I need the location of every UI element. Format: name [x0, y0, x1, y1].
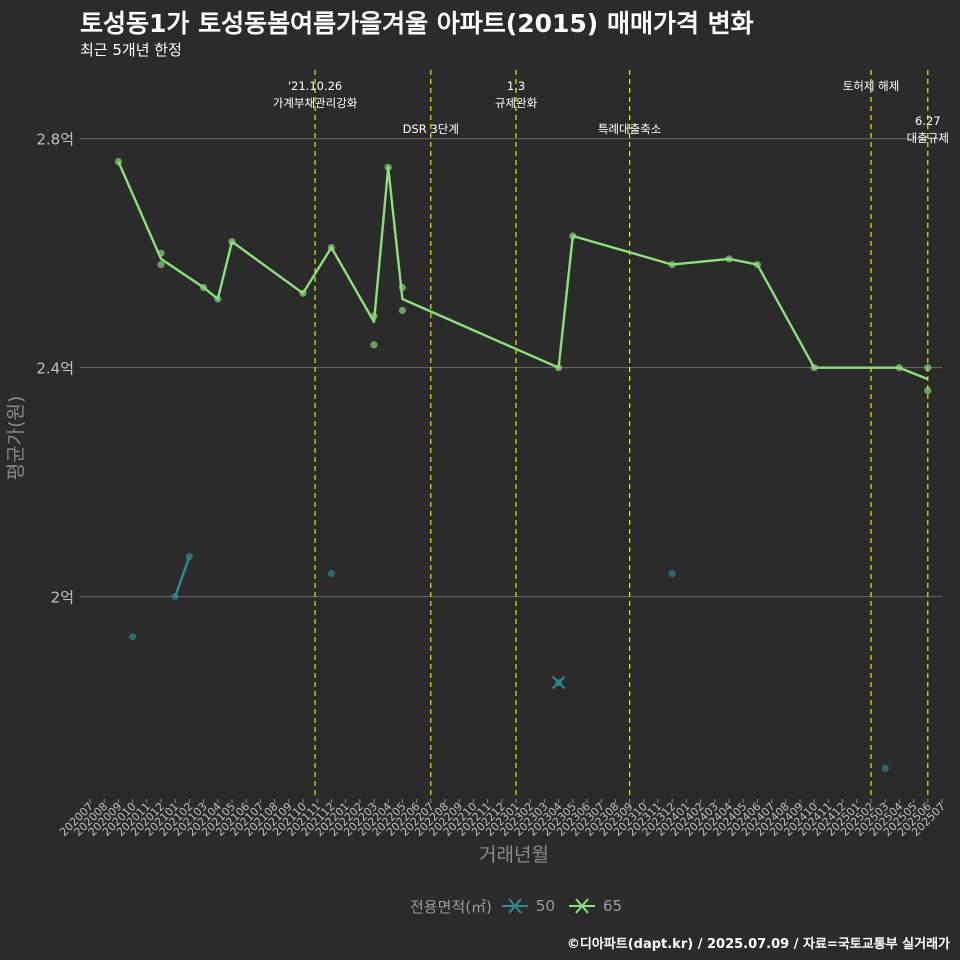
data-point-65	[895, 364, 904, 372]
event-label: 토허제 해제	[843, 79, 900, 93]
data-point-65	[214, 295, 222, 303]
legend-key-65	[569, 898, 595, 914]
event-label: 규제완화	[495, 96, 538, 110]
data-point-50	[185, 552, 193, 561]
y-axis-title: 평균가(원)	[5, 396, 27, 481]
data-point-65	[327, 243, 335, 252]
data-point-65	[228, 238, 236, 246]
event-label: DSR 3단계	[403, 122, 459, 136]
data-point-65	[398, 306, 406, 315]
y-tick-label: 2.8억	[36, 131, 74, 149]
data-point-65	[668, 261, 676, 269]
chart-subtitle: 최근 5개년 한정	[80, 41, 182, 59]
legend-title: 전용면적(㎡)	[410, 897, 492, 916]
y-tick-label: 2.4억	[36, 360, 74, 378]
series-line-50	[174, 556, 191, 598]
data-point-50	[171, 593, 179, 601]
data-point-50	[327, 570, 335, 578]
event-label: 가계부채관리강화	[273, 96, 358, 110]
event-label: 특례대출축소	[598, 122, 661, 136]
data-point-65	[200, 283, 208, 292]
data-series	[114, 157, 932, 772]
data-point-65	[370, 312, 378, 320]
data-point-65	[555, 364, 563, 372]
data-point-65	[725, 255, 733, 263]
legend-key-50	[501, 898, 528, 914]
x-axis-title: 거래년월	[479, 844, 549, 866]
data-point-65	[157, 261, 165, 269]
data-point-50	[129, 633, 137, 641]
legend-label-50: 50	[535, 897, 555, 915]
data-point-65	[810, 364, 818, 372]
data-point-65	[924, 364, 932, 372]
data-point-65	[398, 283, 406, 292]
data-point-65	[157, 249, 165, 257]
cross-marker-50	[551, 675, 566, 690]
data-point-65	[924, 386, 932, 395]
data-point-65	[114, 157, 122, 166]
event-label: 대출규제	[907, 131, 949, 145]
data-point-65	[370, 341, 378, 349]
data-point-50	[881, 764, 889, 772]
source-caption: ©디아파트(dapt.kr) / 2025.07.09 / 자료=국토교통부 실…	[566, 937, 950, 952]
series-line-65	[117, 161, 929, 381]
chart-title: 토성동1가 토성동봄여름가을겨울 아파트(2015) 매매가격 변화	[80, 9, 754, 38]
gridlines	[80, 138, 942, 598]
data-point-65	[299, 289, 307, 297]
y-axis: 2억 2.4억 2.8억	[36, 131, 74, 607]
event-label: 1.3	[507, 79, 525, 93]
event-label: 6.27	[915, 114, 941, 128]
event-label: '21.10.26	[288, 79, 342, 93]
data-point-50	[668, 570, 676, 578]
data-point-65	[384, 163, 392, 171]
data-point-65	[569, 232, 577, 240]
x-axis: 2020072020082020092020102020112020122021…	[57, 799, 948, 839]
y-tick-label: 2억	[51, 589, 74, 607]
legend-label-65: 65	[603, 897, 623, 915]
legend: 전용면적(㎡) 50 65	[410, 896, 634, 916]
data-point-65	[753, 261, 762, 269]
